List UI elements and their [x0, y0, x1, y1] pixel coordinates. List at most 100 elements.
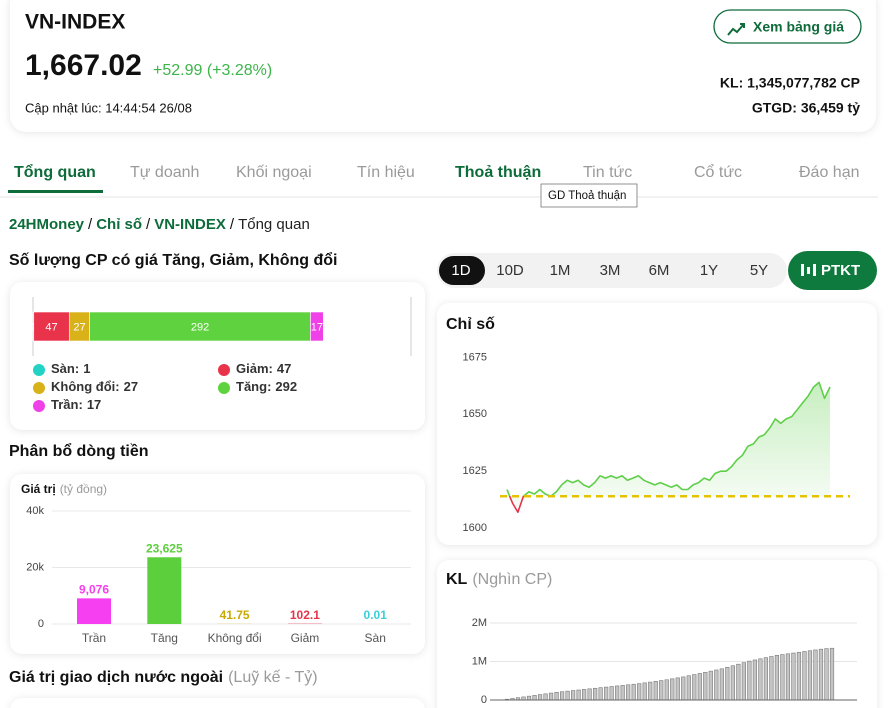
bar	[730, 665, 735, 701]
bar	[604, 686, 609, 701]
segment-label: 292	[191, 321, 209, 333]
ptkt-button[interactable]: PTKT	[788, 251, 877, 290]
bar-segment	[33, 311, 70, 342]
section-title: Số lượng CP có giá Tăng, Giảm, Không đổi	[9, 251, 337, 269]
section-title: Phân bổ dòng tiền	[9, 442, 149, 460]
button-frame[interactable]	[713, 9, 862, 44]
bar-segment	[310, 311, 324, 342]
active-tab-underline	[8, 190, 103, 193]
ptkt-icon	[813, 264, 816, 276]
index-price: 1,667.02	[25, 49, 142, 82]
legend-entry: Giảm: 47	[236, 361, 291, 376]
bar	[77, 598, 111, 624]
bar	[697, 673, 702, 701]
foreign-card	[10, 698, 425, 708]
bar	[615, 685, 620, 701]
segment-label: 1	[30, 321, 36, 333]
legend-swatch	[33, 364, 45, 376]
tab[interactable]: Cổ tức	[694, 163, 742, 181]
bar	[681, 676, 686, 701]
range-button[interactable]: 10D	[496, 262, 524, 279]
bar	[571, 690, 576, 701]
bar	[692, 674, 697, 701]
bar	[631, 683, 636, 701]
legend-value: 1	[83, 361, 90, 376]
bar	[736, 663, 741, 701]
y-tick-label: 20k	[26, 561, 44, 573]
bar	[659, 680, 664, 701]
bar	[807, 650, 813, 701]
legend-separator: :	[267, 379, 271, 394]
breadcrumb-item[interactable]: VN-INDEX	[154, 216, 226, 233]
breadcrumb-item[interactable]: Chỉ số	[96, 216, 142, 233]
range-button[interactable]: 1Y	[700, 262, 718, 279]
range-button[interactable]: 1D	[451, 262, 470, 279]
bar	[818, 648, 824, 701]
x-tick-label: Sàn	[365, 631, 386, 645]
bar	[708, 670, 713, 701]
bar	[725, 666, 730, 701]
tab[interactable]: Tổng quan	[14, 163, 96, 181]
bar	[763, 657, 768, 701]
legend-entry: Không đổi: 27	[51, 379, 138, 394]
range-button[interactable]: 3M	[600, 262, 621, 279]
bar	[642, 682, 647, 701]
range-button[interactable]: 5Y	[750, 262, 768, 279]
bar	[747, 660, 752, 701]
value-label: 9,076	[79, 583, 109, 597]
bar	[813, 649, 818, 701]
ptkt-label[interactable]: PTKT	[821, 262, 860, 279]
bar	[675, 677, 680, 701]
breadcrumb-item[interactable]: 24HMoney	[9, 216, 85, 233]
segment-label: 47	[45, 321, 57, 333]
segment-label: 17	[311, 321, 323, 333]
bar	[758, 658, 763, 701]
bar	[147, 557, 182, 624]
y-axis-title: Giá trị	[21, 482, 56, 496]
tab[interactable]: Đáo hạn	[799, 164, 860, 181]
section-title: Giá trị giao dịch nước ngoài (Luỹ kế - Tỷ…	[9, 669, 318, 686]
bar	[769, 656, 774, 701]
tab[interactable]: Khối ngoại	[236, 164, 312, 181]
legend-swatch	[33, 400, 45, 412]
y-tick-label: 0	[38, 618, 44, 630]
bar	[741, 662, 746, 701]
range-button[interactable]: 6M	[649, 262, 670, 279]
ptkt-icon	[801, 264, 804, 276]
bar	[785, 653, 791, 701]
tab[interactable]: Tin tức	[583, 164, 632, 181]
updated-time: Cập nhật lúc: 14:44:54 26/08	[25, 100, 192, 115]
legend-separator: :	[269, 361, 273, 376]
y-tick-label: 1625	[463, 465, 487, 477]
ptkt-frame[interactable]	[788, 251, 877, 290]
legend-name: Giảm	[236, 361, 269, 376]
legend-separator: :	[115, 379, 119, 394]
legend-name: Tăng	[236, 379, 267, 394]
tab[interactable]: Thoả thuận	[455, 164, 541, 181]
button-label[interactable]: Xem bảng giá	[753, 19, 844, 35]
bar	[703, 671, 708, 701]
range-button[interactable]: 1M	[550, 262, 571, 279]
breadcrumb-separator: /	[146, 216, 151, 233]
bar	[774, 655, 780, 701]
price-board-button[interactable]: Xem bảng giá	[713, 9, 862, 44]
tab[interactable]: Tự doanh	[130, 164, 199, 181]
volume-info: KL: 1,345,077,782 CP	[720, 75, 860, 91]
bar	[598, 687, 603, 701]
tab[interactable]: Tín hiệu	[357, 164, 415, 181]
legend-value: 17	[87, 397, 101, 412]
bar	[752, 659, 757, 701]
x-tick-label: Giảm	[291, 631, 320, 645]
value-label: 102.1	[290, 608, 320, 622]
index-title: VN-INDEX	[25, 11, 125, 34]
bar	[526, 695, 532, 701]
y-axis-unit: (tỷ đồng)	[60, 482, 107, 496]
bar	[593, 687, 598, 701]
bar	[796, 651, 802, 701]
bar	[802, 651, 807, 701]
ptkt-icon	[807, 267, 810, 274]
y-tick-label: 2M	[472, 617, 487, 629]
legend-name: Không đổi	[51, 379, 115, 394]
